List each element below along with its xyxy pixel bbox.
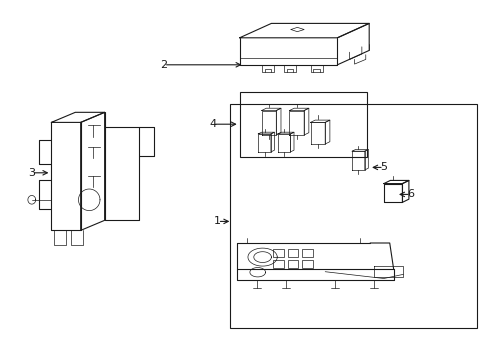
Text: 3: 3 (28, 168, 35, 178)
Bar (302, 260, 312, 268)
Bar (229, 104, 476, 328)
Bar (287, 260, 298, 268)
Text: 1: 1 (214, 216, 221, 226)
Bar (272, 260, 283, 268)
Text: 6: 6 (407, 189, 413, 199)
Bar (302, 249, 312, 257)
Text: 5: 5 (380, 162, 386, 172)
Text: 4: 4 (209, 119, 216, 129)
Bar (272, 249, 283, 257)
Text: 2: 2 (160, 60, 167, 70)
Bar (287, 249, 298, 257)
Bar (239, 92, 366, 157)
